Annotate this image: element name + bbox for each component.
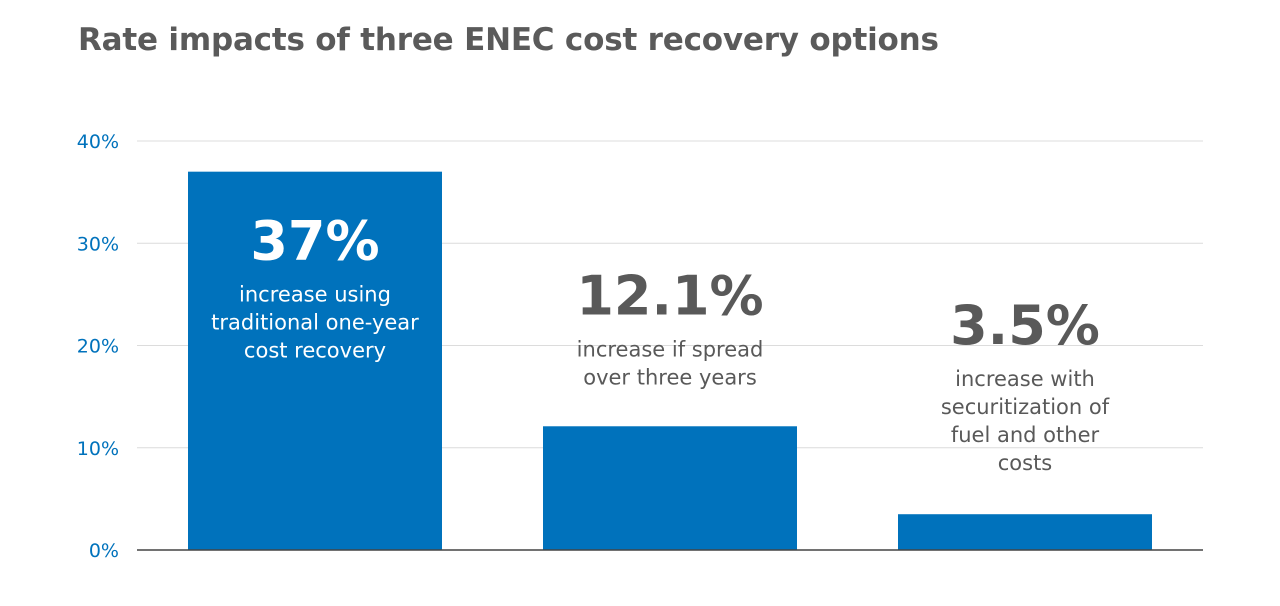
bar-value-label: 3.5%: [950, 294, 1100, 357]
bar-description-line: increase with: [955, 367, 1095, 391]
bar: [543, 426, 797, 550]
bar-description-line: traditional one-year: [211, 311, 419, 335]
chart-title: Rate impacts of three ENEC cost recovery…: [78, 22, 939, 58]
bar-description-line: costs: [998, 451, 1053, 475]
y-tick-label: 10%: [77, 438, 119, 460]
y-tick-label: 0%: [89, 540, 119, 562]
bar: [188, 171, 442, 551]
bar: [898, 514, 1152, 550]
bar-description-line: cost recovery: [244, 339, 386, 363]
bar-description-line: increase using: [239, 283, 391, 307]
bar-description-line: increase if spread: [577, 337, 764, 361]
y-tick-label: 30%: [77, 233, 119, 255]
bar-description-line: securitization of: [941, 395, 1110, 419]
bar-value-label: 12.1%: [576, 264, 763, 327]
bar-description-line: fuel and other: [951, 423, 1100, 447]
y-tick-label: 20%: [77, 336, 119, 358]
bar-value-label: 37%: [250, 210, 379, 273]
y-tick-label: 40%: [77, 131, 119, 153]
bar-description-line: over three years: [583, 365, 757, 389]
